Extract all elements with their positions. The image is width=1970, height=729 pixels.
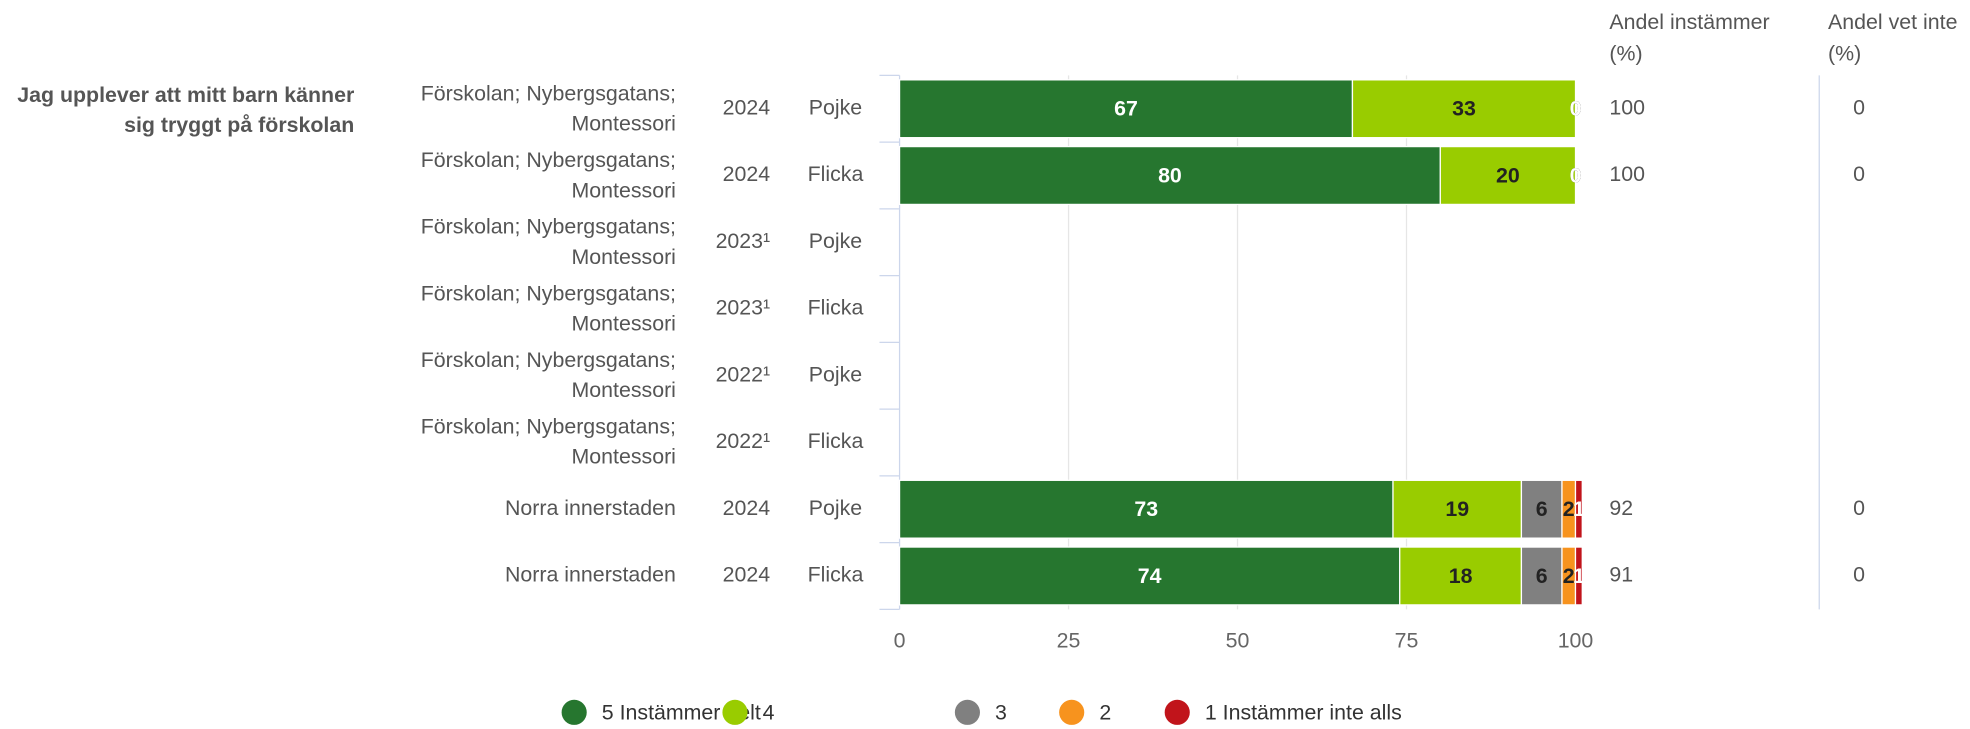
value-label: 2	[1563, 497, 1575, 521]
legend-marker	[1164, 699, 1190, 725]
bar-segment	[898, 145, 1441, 206]
unit-label: Förskolan; Nybergsgatans; Montessori	[420, 348, 676, 403]
x-tick-label: 0	[894, 629, 906, 653]
unit-label: Förskolan; Nybergsgatans; Montessori	[420, 281, 676, 336]
bar-segment	[1399, 546, 1523, 606]
column-value: 0	[1853, 496, 1865, 520]
unit-label: Norra innerstaden	[504, 563, 676, 588]
bar-segment	[1574, 479, 1583, 539]
value-label: 6	[1536, 564, 1548, 588]
year-label: 2024	[723, 162, 771, 186]
value-label: 74	[1138, 564, 1162, 588]
legend-marker	[954, 699, 980, 725]
value-label: 0	[1570, 97, 1582, 121]
column-header: Andel instämmer (%)	[1609, 10, 1770, 66]
bar-segment	[1351, 79, 1577, 139]
unit-label: Förskolan; Nybergsgatans; Montessori	[420, 81, 676, 136]
bar-segment	[1520, 546, 1563, 606]
value-label: 6	[1536, 497, 1548, 521]
unit-label: Förskolan; Nybergsgatans; Montessori	[420, 214, 676, 269]
value-label: 67	[1114, 97, 1138, 121]
value-label: 73	[1134, 497, 1158, 521]
unit-label: Norra innerstaden	[504, 496, 676, 521]
value-label: 1	[1573, 564, 1585, 588]
group-label: Flicka	[808, 296, 864, 320]
column-header: Andel vet inte (%)	[1828, 10, 1958, 66]
group-label: Flicka	[808, 429, 864, 453]
unit-label: Förskolan; Nybergsgatans; Montessori	[420, 414, 676, 469]
year-label: 2023¹	[716, 229, 771, 253]
legend-label: 1 Instämmer inte alls	[1205, 700, 1402, 724]
value-label: 18	[1449, 564, 1473, 588]
bar-segment	[898, 546, 1401, 606]
group-label: Pojke	[809, 95, 862, 119]
column-value: 0	[1853, 162, 1865, 186]
value-label: 33	[1452, 97, 1476, 121]
bar-segment	[898, 79, 1354, 139]
bar-segment	[1574, 546, 1583, 606]
group-label: Flicka	[808, 563, 864, 587]
value-label: 0	[1570, 97, 1582, 121]
x-tick-label: 50	[1226, 629, 1250, 653]
unit-label: Förskolan; Nybergsgatans; Montessori	[420, 147, 676, 202]
column-value: 91	[1609, 563, 1633, 587]
value-label: 0	[1570, 163, 1582, 187]
value-label: 19	[1445, 497, 1469, 521]
value-label: 80	[1158, 163, 1182, 187]
year-label: 2024	[723, 496, 771, 520]
column-value: 100	[1609, 95, 1645, 119]
column-value: 0	[1853, 95, 1865, 119]
year-label: 2022¹	[716, 362, 771, 386]
value-label: 0	[1570, 97, 1582, 121]
value-label: 2	[1563, 564, 1575, 588]
year-label: 2022¹	[716, 429, 771, 453]
question-label: Jag upplever att mitt barn känner sig tr…	[17, 82, 355, 137]
group-label: Pojke	[809, 229, 862, 253]
bar-segment	[898, 479, 1394, 539]
group-label: Pojke	[809, 362, 862, 386]
year-label: 2024	[723, 95, 771, 119]
legend-marker	[722, 699, 748, 725]
legend-marker	[1059, 699, 1085, 725]
group-label: Flicka	[808, 162, 864, 186]
year-label: 2023¹	[716, 296, 771, 320]
value-label: 20	[1496, 163, 1520, 187]
x-tick-label: 25	[1057, 629, 1081, 653]
column-value: 92	[1609, 496, 1633, 520]
legend-label: 4	[763, 700, 775, 724]
bar-segment	[1439, 145, 1577, 206]
year-label: 2024	[723, 563, 771, 587]
column-value: 100	[1609, 162, 1645, 186]
column-value: 0	[1853, 563, 1865, 587]
value-label: 0	[1570, 163, 1582, 187]
bar-segment	[1520, 479, 1563, 539]
legend-label: 2	[1099, 700, 1111, 724]
value-label: 1	[1573, 497, 1585, 521]
value-label: 0	[1570, 163, 1582, 187]
x-tick-label: 100	[1558, 629, 1594, 653]
group-label: Pojke	[809, 496, 862, 520]
legend-label: 3	[995, 700, 1007, 724]
x-tick-label: 75	[1395, 629, 1419, 653]
legend-marker	[561, 699, 587, 725]
